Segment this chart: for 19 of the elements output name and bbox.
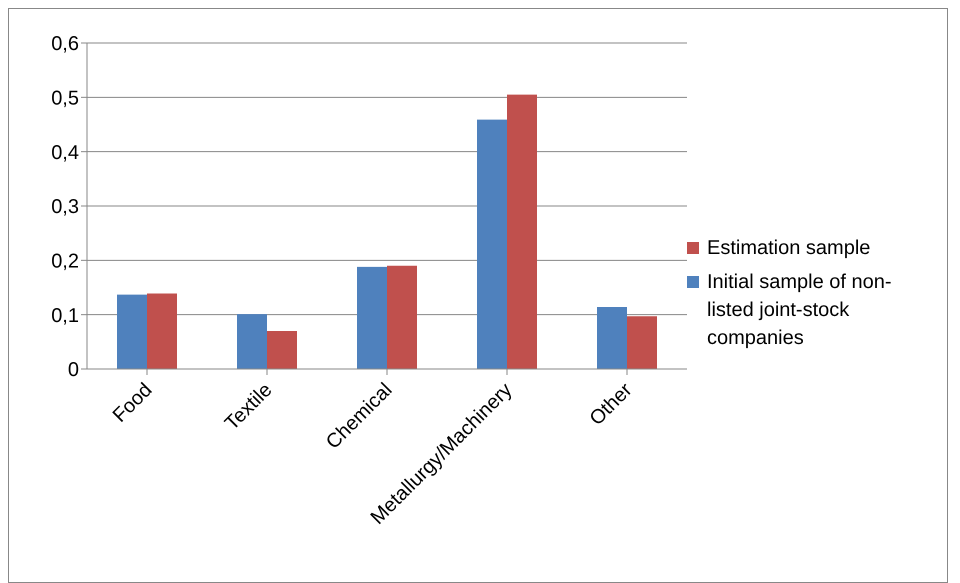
y-tick-label: 0,5 <box>51 87 79 110</box>
bar <box>117 294 147 369</box>
bar <box>477 120 507 369</box>
bar <box>357 266 387 369</box>
legend-label: Estimation sample <box>707 236 870 260</box>
y-tick-label: 0,2 <box>51 250 79 272</box>
bar <box>147 293 177 369</box>
bar <box>237 314 267 369</box>
bar <box>267 330 297 369</box>
y-tick-label: 0 <box>68 359 79 382</box>
y-tick-label: 0,3 <box>51 196 79 218</box>
bar <box>507 94 537 369</box>
y-tick-label: 0,4 <box>51 142 79 164</box>
legend-label: Initial sample of non-listed joint-stock companies <box>707 270 893 350</box>
bar <box>627 316 657 369</box>
y-tick-label: 0,1 <box>51 304 79 327</box>
y-tick-label: 0,6 <box>51 33 79 56</box>
bar <box>597 307 627 369</box>
bar <box>387 266 417 369</box>
